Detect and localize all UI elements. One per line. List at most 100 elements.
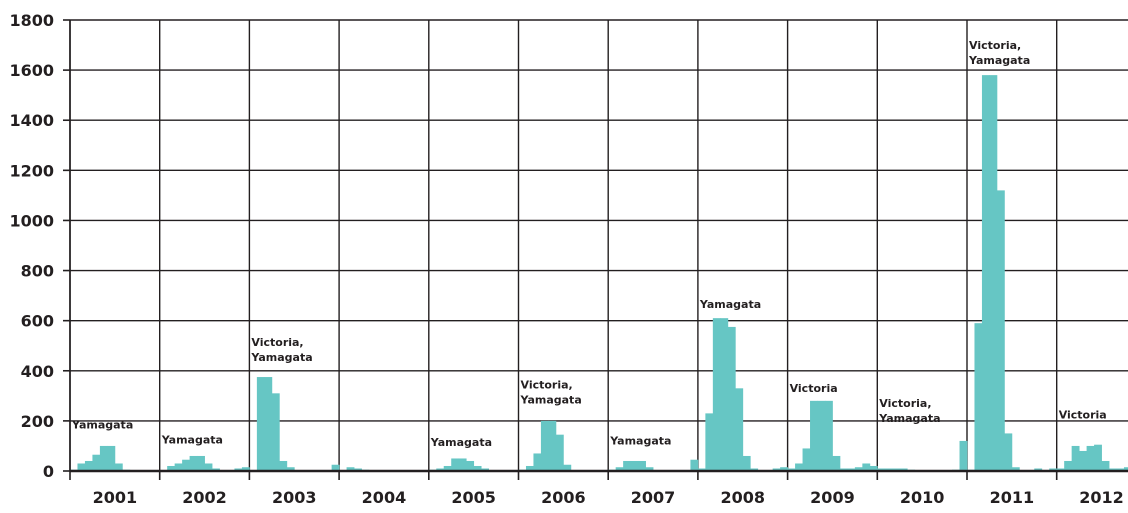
year-label: 2001	[93, 488, 138, 507]
bar	[877, 468, 886, 471]
bar	[645, 467, 654, 471]
bar	[1034, 468, 1043, 471]
y-tick-label: 400	[21, 362, 54, 381]
bar	[264, 377, 273, 471]
year-label: 2005	[451, 488, 496, 507]
bar	[742, 455, 751, 471]
bar	[1056, 468, 1065, 471]
bar	[854, 467, 863, 471]
year-label: 2012	[1079, 488, 1124, 507]
y-tick-label: 800	[21, 262, 54, 281]
year-label: 2010	[900, 488, 945, 507]
bar	[981, 75, 990, 471]
bar	[525, 465, 534, 471]
year-label: 2004	[362, 488, 407, 507]
bar	[712, 318, 721, 471]
strain-annotation: Victoria,	[521, 378, 573, 391]
bar	[458, 458, 467, 471]
bar	[99, 445, 108, 471]
bar	[182, 459, 190, 471]
bar	[114, 463, 123, 471]
y-tick-label: 1600	[9, 61, 54, 80]
bar	[735, 388, 744, 471]
bar	[256, 377, 265, 471]
strain-annotation: Yamagata	[699, 298, 761, 311]
bar	[817, 400, 826, 471]
bar	[787, 468, 796, 471]
bar	[862, 463, 871, 471]
bar	[772, 468, 781, 471]
year-label: 2006	[541, 488, 586, 507]
strain-annotation: Yamagata	[430, 436, 492, 449]
bar	[481, 468, 489, 471]
bar	[959, 440, 968, 471]
bar	[473, 465, 482, 471]
bar	[1116, 468, 1125, 471]
year-label: 2011	[990, 488, 1035, 507]
y-tick-label: 1000	[9, 211, 54, 230]
year-label: 2009	[810, 488, 855, 507]
bar	[1071, 445, 1080, 471]
bar	[720, 318, 729, 471]
bar	[615, 467, 624, 471]
bar	[174, 463, 183, 471]
bar	[555, 434, 564, 471]
bar	[540, 420, 549, 471]
bar	[451, 458, 460, 471]
bar	[630, 460, 639, 471]
y-tick-label: 1400	[9, 111, 54, 130]
bar	[1004, 433, 1013, 471]
bar	[1086, 445, 1095, 471]
bar	[802, 448, 811, 471]
bar	[750, 468, 759, 471]
bar	[234, 468, 243, 471]
bar	[1094, 444, 1102, 471]
bar	[623, 460, 632, 471]
bar	[697, 468, 706, 471]
year-label: 2008	[720, 488, 765, 507]
bar	[1109, 468, 1117, 471]
year-label: 2003	[272, 488, 317, 507]
bar	[84, 460, 93, 471]
strain-annotation: Yamagata	[161, 433, 223, 446]
strain-annotation: Victoria,	[969, 39, 1021, 52]
strain-annotation: Yamagata	[520, 393, 582, 406]
strain-annotation: Yamagata	[609, 435, 671, 448]
bar	[824, 400, 833, 471]
labels: 0 200 400 600 800 1000 1200 1400 1600 1800 2001 200…	[9, 11, 1123, 507]
bar	[1049, 468, 1058, 471]
bar	[690, 459, 699, 471]
bar	[727, 326, 736, 471]
bar	[189, 455, 198, 471]
bar	[212, 468, 220, 471]
y-tick-label: 0	[43, 462, 54, 481]
strain-annotation: Victoria	[790, 382, 838, 395]
bar	[77, 463, 86, 471]
bar	[443, 465, 452, 471]
bar	[1101, 460, 1110, 471]
bar	[638, 460, 646, 471]
bar	[197, 455, 205, 471]
bar	[346, 467, 355, 471]
grid	[69, 19, 1128, 471]
bar	[810, 400, 818, 471]
strain-annotation: Yamagata	[71, 418, 133, 431]
y-tick-label: 1800	[9, 11, 54, 30]
bar	[279, 460, 288, 471]
strain-annotation: Yamagata	[968, 54, 1030, 67]
bar	[892, 468, 901, 471]
y-tick-label: 1200	[9, 161, 54, 180]
y-tick-label: 200	[21, 412, 54, 431]
bar	[466, 460, 475, 471]
bar	[884, 468, 893, 471]
bar	[795, 463, 803, 471]
bar	[1079, 450, 1087, 471]
bar	[548, 420, 557, 471]
bar	[107, 445, 116, 471]
bar	[780, 467, 788, 471]
bar	[241, 467, 250, 471]
bar	[847, 468, 856, 471]
bar	[354, 468, 362, 471]
bar	[1064, 460, 1073, 471]
